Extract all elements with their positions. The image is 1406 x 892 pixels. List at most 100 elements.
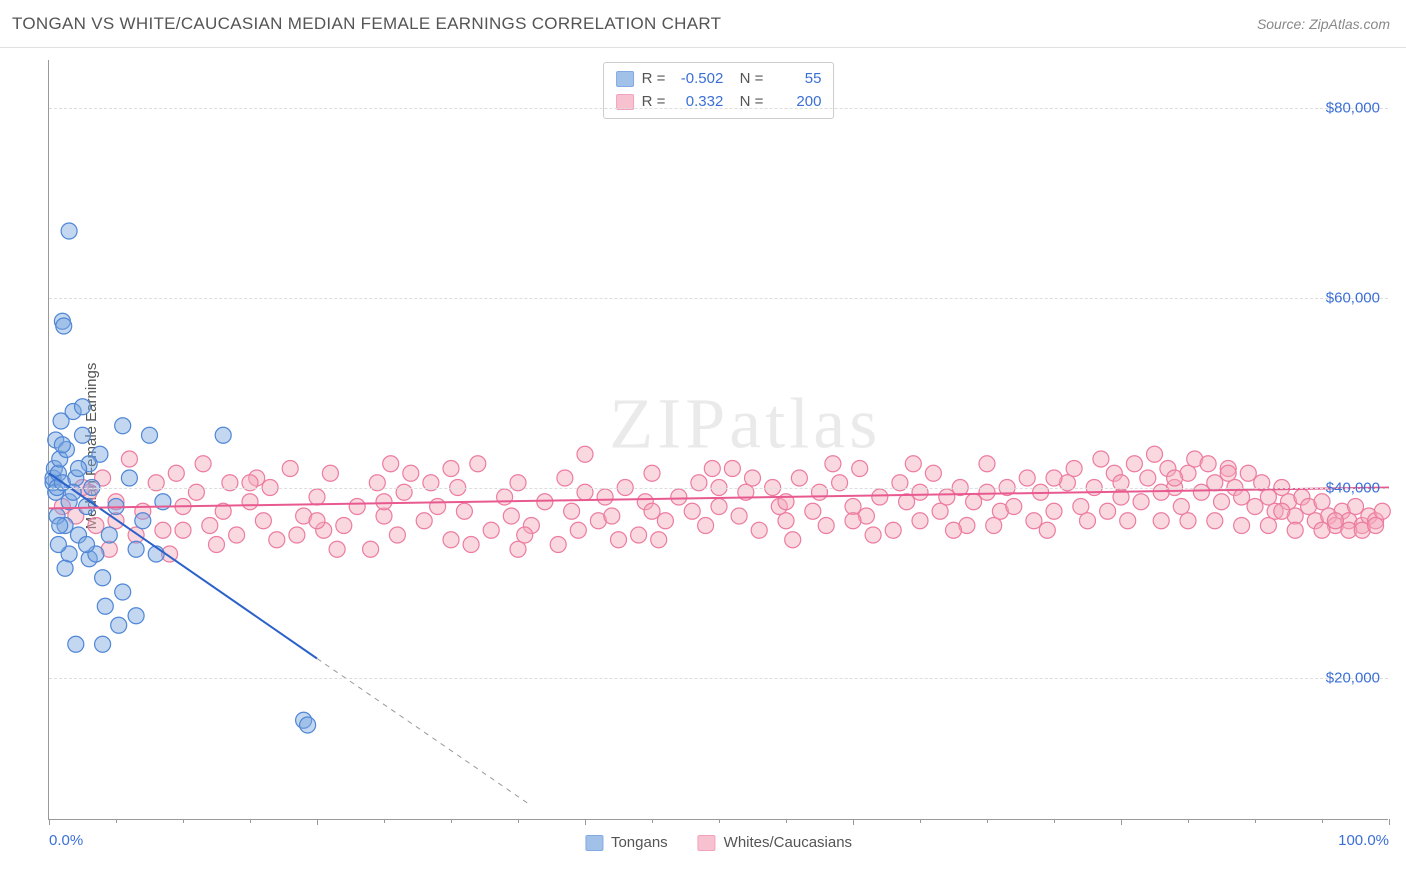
scatter-point [751,522,767,538]
scatter-point [1234,489,1250,505]
scatter-point [1214,494,1230,510]
stats-box: R = -0.502 N = 55 R = 0.332 N = 200 [603,62,835,119]
scatter-point [711,499,727,515]
scatter-point [215,427,231,443]
xtick-minor [250,819,251,823]
xtick-minor [652,819,653,823]
xtick-label-left: 0.0% [49,832,83,849]
scatter-point [644,465,660,481]
scatter-point [57,560,73,576]
scatter-point [899,494,915,510]
ytick-label: $20,000 [1326,669,1380,686]
scatter-point [651,532,667,548]
scatter-point [416,513,432,529]
legend-label-1: Whites/Caucasians [724,834,852,851]
scatter-point [731,508,747,524]
trend-line-extension [317,659,531,806]
scatter-point [97,598,113,614]
xtick-minor [1054,819,1055,823]
scatter-point [95,636,111,652]
stat-r-label: R = [642,91,666,114]
scatter-point [966,494,982,510]
scatter-point [79,537,95,553]
scatter-point [128,541,144,557]
ytick-label: $60,000 [1326,289,1380,306]
scatter-point [684,503,700,519]
scatter-point [1093,451,1109,467]
scatter-point [1374,503,1390,519]
scatter-point [912,513,928,529]
scatter-point [517,527,533,543]
scatter-point [1287,522,1303,538]
scatter-point [671,489,687,505]
chart-title: TONGAN VS WHITE/CAUCASIAN MEDIAN FEMALE … [12,14,721,34]
ytick-label: $80,000 [1326,99,1380,116]
scatter-point [363,541,379,557]
scatter-point [1066,461,1082,477]
stat-r-val-0: -0.502 [673,68,723,91]
gridline [49,298,1388,299]
xtick-minor [786,819,787,823]
scatter-point [1260,518,1276,534]
scatter-point [68,636,84,652]
scatter-point [1200,456,1216,472]
xtick-minor [116,819,117,823]
scatter-point [1167,470,1183,486]
scatter-point [79,499,95,515]
scatter-point [242,494,258,510]
scatter-point [1327,513,1343,529]
stat-n-label: N = [731,68,763,91]
scatter-point [1046,503,1062,519]
gridline [49,488,1388,489]
scatter-point [1314,522,1330,538]
scatter-point [745,470,761,486]
scatter-point [195,456,211,472]
scatter-point [845,513,861,529]
scatter-point [75,427,91,443]
scatter-point [497,489,513,505]
xtick-minor [1255,819,1256,823]
xtick-minor [518,819,519,823]
scatter-point [135,513,151,529]
scatter-point [1368,518,1384,534]
stat-n-label: N = [731,91,763,114]
scatter-point [168,465,184,481]
scatter-point [510,541,526,557]
scatter-point [1039,522,1055,538]
swatch-tongans [616,71,634,87]
scatter-point [383,456,399,472]
scatter-point [95,570,111,586]
scatter-point [1100,503,1116,519]
scatter-point [282,461,298,477]
scatter-point [101,527,117,543]
scatter-point [300,717,316,733]
scatter-point [704,461,720,477]
scatter-point [791,470,807,486]
scatter-point [322,465,338,481]
scatter-point [550,537,566,553]
plot-area: ZIPatlas R = -0.502 N = 55 R = 0.332 N =… [48,60,1388,820]
scatter-point [70,461,86,477]
scatter-point [376,494,392,510]
scatter-point [1348,499,1364,515]
scatter-point [570,522,586,538]
stats-row-tongans: R = -0.502 N = 55 [616,68,822,91]
scatter-point [1120,513,1136,529]
scatter-point [155,522,171,538]
scatter-point [946,522,962,538]
scatter-point [1080,513,1096,529]
scatter-point [825,456,841,472]
scatter-point [128,608,144,624]
scatter-point [1247,499,1263,515]
scatter-point [939,489,955,505]
scatter-point [443,532,459,548]
scatter-point [349,499,365,515]
scatter-point [979,456,995,472]
xtick-minor [920,819,921,823]
scatter-point [845,499,861,515]
scatter-point [785,532,801,548]
scatter-point [611,532,627,548]
scatter-point [309,513,325,529]
scatter-point [577,446,593,462]
scatter-point [269,532,285,548]
